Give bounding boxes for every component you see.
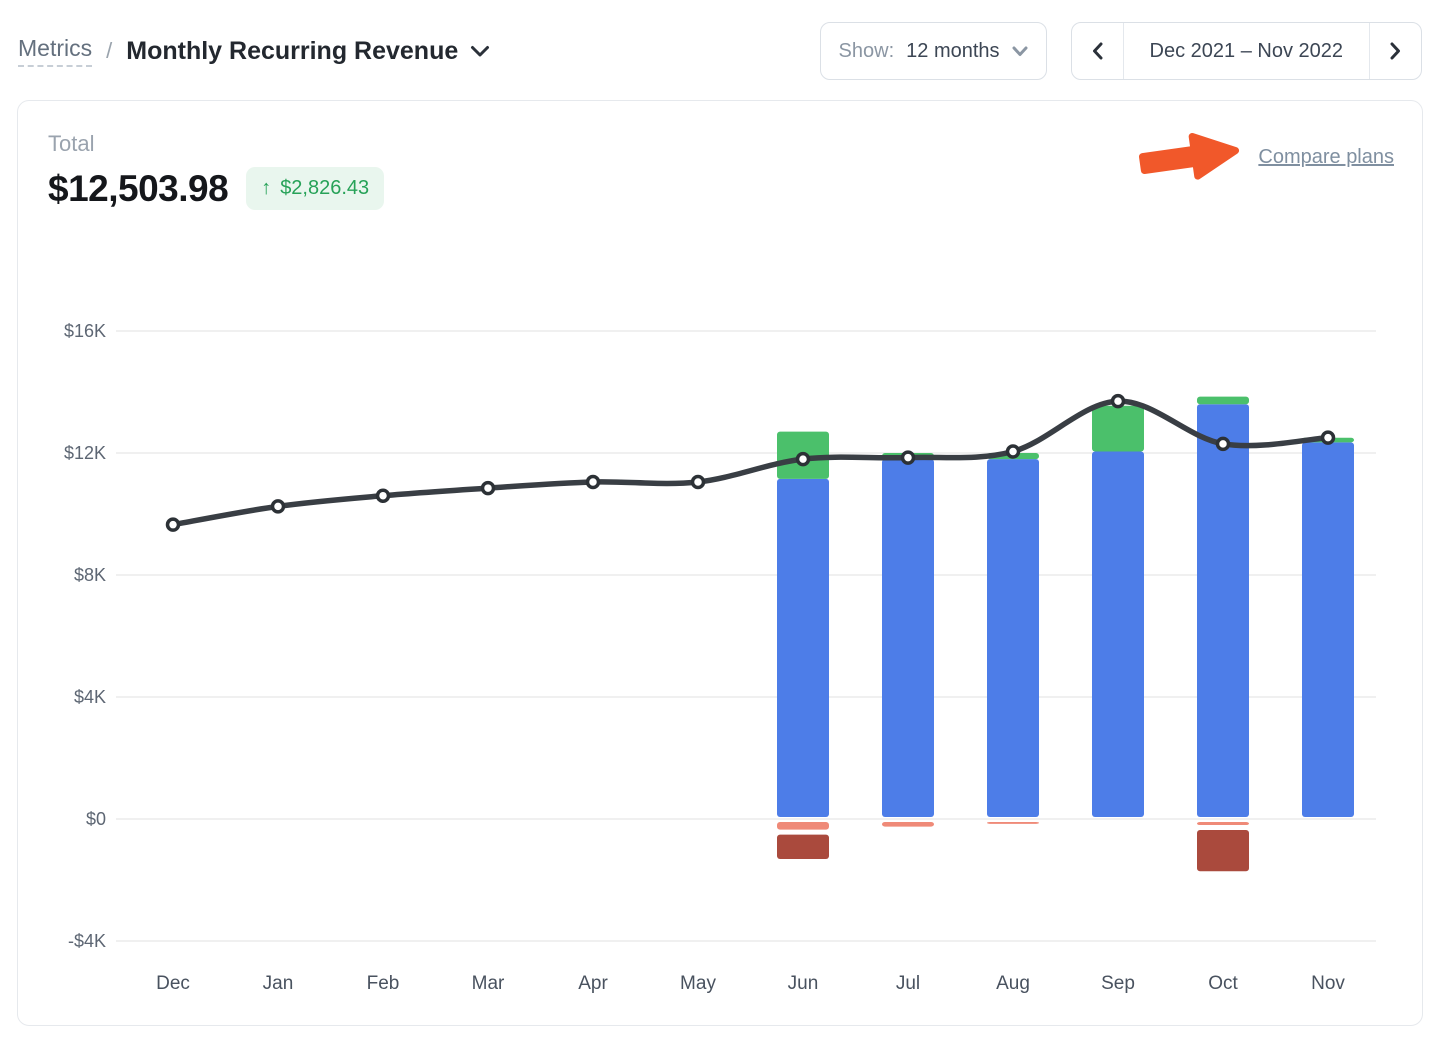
x-tick-label: Nov — [1311, 973, 1345, 994]
y-tick-label: $8K — [74, 565, 106, 585]
x-tick-label: May — [680, 973, 716, 994]
y-tick-label: $0 — [86, 809, 106, 829]
y-axis-labels: $16K $12K $8K $4K $0 -$4K — [64, 321, 106, 951]
total-label: Total — [48, 131, 95, 156]
bar-existing-aug — [987, 459, 1039, 817]
x-tick-label: Apr — [578, 973, 608, 994]
date-range-nav: Dec 2021 – Nov 2022 — [1070, 22, 1422, 80]
mrr-line — [170, 398, 1331, 528]
mrr-metric-card: Total $12,503.98 ↑ $2,826.43 Compare pla… — [17, 100, 1423, 1026]
compare-plans-link[interactable]: Compare plans — [1258, 145, 1394, 168]
y-tick-label: $12K — [64, 443, 106, 463]
bar-downgrades-jul — [882, 822, 934, 827]
mrr-point-feb — [375, 488, 391, 503]
x-tick-label: Sep — [1101, 973, 1135, 994]
y-tick-label: $4K — [74, 687, 106, 707]
bar-churn-oct — [1197, 830, 1249, 872]
divider — [1369, 23, 1370, 79]
x-axis-labels: Dec Jan Feb Mar Apr May Jun Jul Aug Sep Oct Nov — [156, 973, 1345, 994]
bar-existing-nov — [1302, 442, 1354, 817]
x-tick-label: Dec — [156, 973, 190, 994]
chevron-left-icon — [1092, 42, 1103, 60]
chevron-down-icon — [471, 45, 490, 56]
mrr-point-jan — [270, 499, 286, 514]
mrr-chart-svg: $16K $12K $8K $4K $0 -$4K Dec Jan Feb Mar Apr May Ju… — [64, 321, 1376, 994]
total-value: $12,503.98 — [48, 167, 229, 209]
chevron-right-icon — [1390, 42, 1400, 60]
mrr-point-jun — [795, 451, 811, 467]
y-tick-label: -$4K — [68, 931, 106, 951]
prev-period-button[interactable] — [1072, 23, 1123, 79]
header-controls: Show: 12 months Dec 2021 – Nov 2022 — [819, 22, 1422, 80]
show-label: Show: — [838, 39, 895, 62]
line-layer — [165, 393, 1336, 532]
breadcrumb: Metrics / Monthly Recurring Revenue — [18, 35, 490, 67]
x-tick-label: Jul — [896, 973, 920, 994]
breadcrumb-separator: / — [106, 38, 113, 63]
delta-badge: ↑ $2,826.43 — [246, 167, 385, 210]
x-tick-label: Jun — [788, 973, 819, 994]
mrr-point-aug — [1005, 444, 1021, 459]
grid-layer — [116, 330, 1376, 942]
x-tick-label: Jan — [263, 973, 294, 994]
chevron-down-icon — [1012, 46, 1028, 56]
bar-existing-sep — [1092, 451, 1144, 817]
bar-churn-jun — [777, 834, 829, 860]
mrr-point-nov — [1320, 430, 1336, 445]
mrr-point-jul — [900, 450, 916, 465]
x-tick-label: Oct — [1208, 973, 1238, 994]
mrr-point-dec — [165, 517, 181, 532]
bar-existing-oct — [1197, 404, 1249, 817]
y-tick-label: $16K — [64, 321, 106, 341]
bar-existing-jul — [882, 459, 934, 817]
bar-existing-jun — [777, 478, 829, 817]
bar-downgrades-oct — [1197, 822, 1249, 826]
mrr-point-apr — [585, 474, 601, 490]
breadcrumb-metrics-link[interactable]: Metrics — [18, 35, 93, 67]
x-tick-label: Feb — [367, 973, 400, 994]
divider — [1122, 23, 1124, 79]
delta-value: $2,826.43 — [280, 177, 370, 199]
annotation-arrow-icon — [1139, 132, 1240, 180]
mrr-chart: $16K $12K $8K $4K $0 -$4K Dec Jan Feb Mar Apr May Ju… — [18, 231, 1422, 1026]
page-title: Monthly Recurring Revenue — [126, 36, 459, 65]
bar-gains-sep — [1092, 405, 1144, 452]
bar-downgrades-aug — [987, 822, 1039, 824]
mrr-point-mar — [480, 480, 496, 496]
mrr-point-sep — [1110, 393, 1126, 409]
x-tick-label: Mar — [472, 973, 505, 994]
mrr-point-may — [690, 474, 706, 490]
show-value: 12 months — [906, 39, 1000, 62]
bars-layer — [777, 396, 1354, 872]
topbar: Metrics / Monthly Recurring Revenue Show… — [0, 0, 1440, 94]
card-header: Total $12,503.98 ↑ $2,826.43 Compare pla… — [18, 101, 1422, 231]
bar-gains-oct — [1197, 396, 1249, 405]
arrow-up-icon: ↑ — [261, 177, 272, 199]
mrr-point-oct — [1215, 436, 1231, 452]
show-months-select[interactable]: Show: 12 months — [819, 22, 1047, 80]
x-tick-label: Aug — [996, 973, 1030, 994]
metric-title-dropdown[interactable]: Monthly Recurring Revenue — [126, 37, 490, 66]
bar-downgrades-jun — [777, 822, 829, 830]
next-period-button[interactable] — [1370, 23, 1421, 79]
date-range-label: Dec 2021 – Nov 2022 — [1149, 39, 1343, 62]
